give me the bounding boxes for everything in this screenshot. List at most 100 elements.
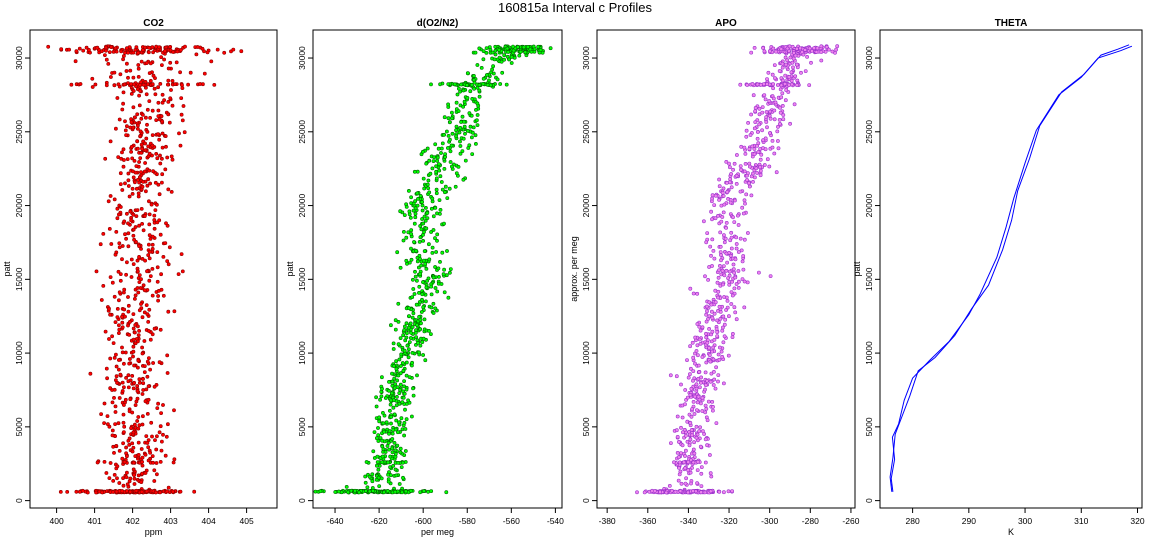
data-point [728,177,733,182]
data-point [130,441,135,446]
data-point [165,489,170,494]
data-point [142,169,147,174]
data-point [99,412,104,417]
data-point [705,418,710,423]
data-point [424,266,429,271]
data-point [418,490,423,495]
data-point [442,221,446,226]
data-point [136,440,141,445]
data-point [685,358,689,363]
data-point [159,287,164,292]
data-point [122,361,126,366]
data-point [150,133,155,138]
data-point [147,256,152,261]
data-point [402,324,407,329]
data-point [436,266,441,271]
data-point [474,108,478,112]
data-point [134,488,139,493]
data-point [781,78,785,83]
data-point [776,83,780,87]
data-point [399,352,404,357]
data-point [152,218,157,222]
data-point [426,186,431,191]
data-point [145,359,150,364]
data-point [112,294,117,299]
data-point [689,481,693,486]
data-point [139,447,144,451]
data-point [143,115,148,120]
data-point [709,371,714,376]
data-point [677,439,681,444]
data-point [117,245,122,250]
data-point [379,375,384,380]
data-point [135,139,140,144]
data-point [683,481,688,486]
data-point [169,154,174,159]
data-point [407,209,412,214]
data-point [398,336,403,341]
data-point [126,50,130,55]
data-point [385,444,390,448]
x-tick-label: 404 [202,516,216,526]
data-point [698,385,702,390]
data-point [124,236,129,241]
data-point [727,279,732,284]
data-point [824,45,829,49]
data-point [774,49,778,54]
data-point [156,85,161,90]
data-point [695,468,700,473]
data-point [479,66,484,70]
data-point [787,83,792,88]
data-point [407,375,412,380]
x-tick-label: -340 [680,516,697,526]
data-point [406,355,411,360]
data-point [803,48,808,52]
data-point [459,120,464,124]
data-point [795,83,799,88]
data-point [411,393,416,398]
data-point [152,213,157,218]
data-point [729,185,734,190]
data-point [749,112,754,117]
data-point [165,82,170,87]
data-point [475,63,480,67]
data-point [470,130,475,135]
data-point [711,383,716,387]
data-point [377,419,382,424]
data-point [729,302,734,306]
data-point [487,45,492,50]
data-point [121,483,126,488]
y-tick-label: 0 [864,498,874,503]
data-point [435,158,440,163]
data-point [681,430,685,435]
data-point [471,125,476,130]
y-tick-label: 0 [581,498,591,503]
data-point [705,231,710,236]
data-point [137,103,142,108]
data-point [752,46,757,50]
data-point [146,253,151,258]
data-point [153,438,157,443]
data-point [125,211,129,216]
data-point [773,76,777,81]
data-point [758,168,763,173]
data-point [114,364,119,369]
data-point [390,437,395,441]
data-point [123,397,128,402]
y-tick-label: 30000 [864,46,874,70]
data-point [481,57,486,62]
data-point [753,120,758,125]
data-point [115,476,119,481]
data-point [318,489,323,494]
data-point [719,219,724,224]
data-point [439,146,444,151]
data-point [117,481,122,485]
data-point [691,447,696,452]
data-point [427,328,431,333]
data-point [394,359,399,364]
data-point [407,314,411,319]
data-point [835,44,840,49]
data-point [471,74,476,78]
y-tick-label: 5000 [14,417,24,436]
data-point [136,63,141,67]
